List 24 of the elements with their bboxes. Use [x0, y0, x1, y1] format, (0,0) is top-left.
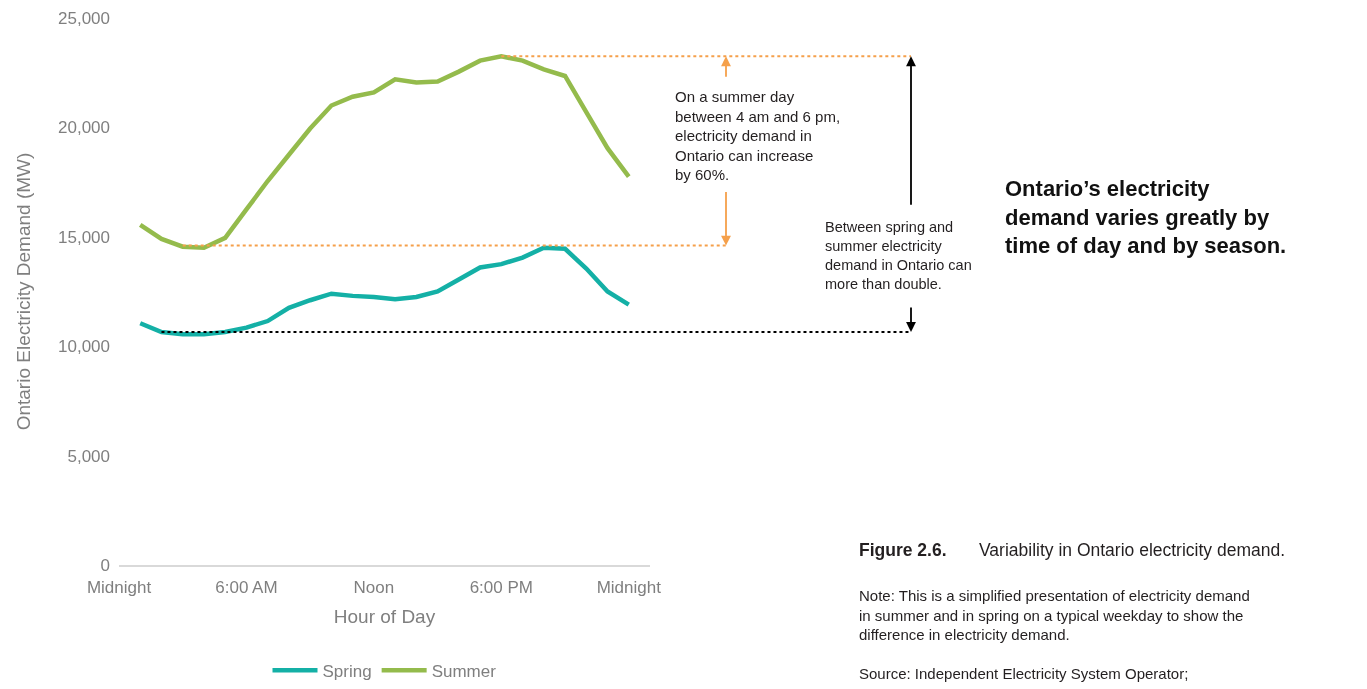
- legend-label: Summer: [431, 661, 497, 681]
- text: On a summer day between 4 am and 6 pm, electricity demand in Ontario can increase by 60%.: [675, 88, 841, 183]
- y-tick-label: 25,000: [58, 8, 110, 28]
- y-tick-label: 5,000: [67, 446, 110, 466]
- y-tick-label: 20,000: [58, 118, 110, 138]
- line-series: [137, 54, 632, 250]
- legend-label: Spring: [322, 661, 372, 681]
- x-tick-label: Noon: [353, 578, 395, 598]
- text: Between spring and summer electricity demand in Ontario can more than double.: [825, 219, 972, 292]
- source-note: Source: Independent Electricity System Operator;: [859, 665, 1189, 682]
- y-axis-title: Ontario Electricity Demand (MW): [12, 152, 34, 431]
- text: Note: This is a simplified presentation of electricity demand in summer and in spring on a typical weekday to show the difference in electricity demand.: [859, 587, 1250, 643]
- y-tick-label: 15,000: [58, 227, 110, 247]
- caption: Figure 2.6.: [859, 540, 947, 560]
- x-tick-label: 6:00 AM: [215, 578, 278, 598]
- y-tick-label: 0: [100, 555, 110, 575]
- text: Variability in Ontario electricity demand.: [979, 540, 1286, 560]
- x-tick-label: 6:00 PM: [469, 578, 533, 598]
- x-tick-label: Midnight: [596, 578, 662, 598]
- x-axis-title: Hour of Day: [333, 606, 436, 628]
- line-series: [137, 245, 632, 337]
- x-tick-label: Midnight: [86, 578, 152, 598]
- y-tick-label: 10,000: [58, 337, 110, 357]
- text: Ontario’s electricity demand varies greatly by time of day and by season.: [1005, 176, 1287, 259]
